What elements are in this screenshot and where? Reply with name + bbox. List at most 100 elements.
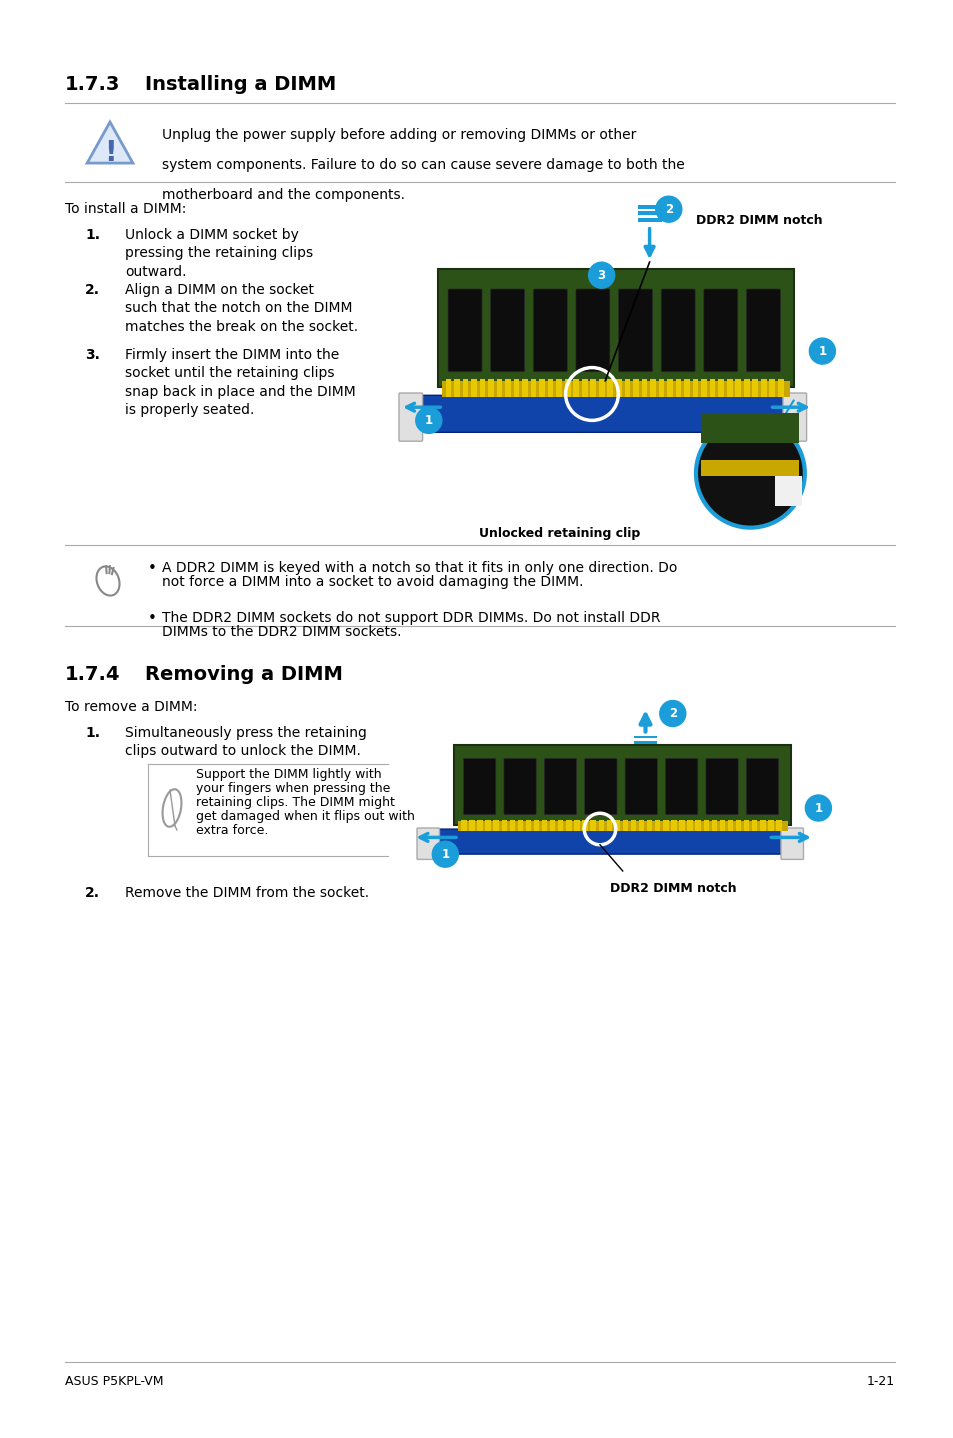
Bar <box>719 820 724 831</box>
Bar <box>530 380 536 397</box>
Text: DDR2 DIMM notch: DDR2 DIMM notch <box>609 881 736 894</box>
Bar <box>547 380 553 397</box>
Polygon shape <box>438 269 793 387</box>
Bar <box>462 380 468 397</box>
Bar <box>622 820 627 831</box>
Text: DDR2 DIMM notch: DDR2 DIMM notch <box>696 214 822 227</box>
FancyBboxPatch shape <box>416 828 439 860</box>
Bar <box>565 820 571 831</box>
Bar <box>633 380 639 397</box>
Text: 1: 1 <box>441 847 449 861</box>
Bar <box>479 380 485 397</box>
Bar <box>637 211 661 216</box>
FancyBboxPatch shape <box>624 758 657 815</box>
Text: 1.: 1. <box>85 229 100 242</box>
FancyBboxPatch shape <box>665 758 697 815</box>
Bar <box>497 380 502 397</box>
FancyBboxPatch shape <box>745 758 778 815</box>
Bar <box>743 820 748 831</box>
FancyBboxPatch shape <box>703 289 737 372</box>
Bar <box>598 380 604 397</box>
Text: To install a DIMM:: To install a DIMM: <box>65 201 186 216</box>
FancyBboxPatch shape <box>576 289 609 372</box>
Circle shape <box>696 418 804 528</box>
Text: motherboard and the components.: motherboard and the components. <box>162 188 405 201</box>
Bar <box>581 820 587 831</box>
Text: •: • <box>148 611 156 626</box>
Bar <box>517 820 522 831</box>
Bar <box>630 820 636 831</box>
Bar <box>445 380 451 397</box>
Bar <box>639 820 643 831</box>
Bar <box>777 380 782 397</box>
Bar <box>735 380 740 397</box>
Text: To remove a DIMM:: To remove a DIMM: <box>65 700 197 715</box>
Bar <box>760 820 764 831</box>
Bar <box>513 380 518 397</box>
Bar <box>538 380 544 397</box>
Text: DIMMs to the DDR2 DIMM sockets.: DIMMs to the DDR2 DIMM sockets. <box>162 626 401 638</box>
Text: 2.: 2. <box>85 886 100 900</box>
Text: A DDR2 DIMM is keyed with a notch so that it fits in only one direction. Do: A DDR2 DIMM is keyed with a notch so tha… <box>162 561 677 575</box>
Text: Remove the DIMM from the socket.: Remove the DIMM from the socket. <box>125 886 369 900</box>
Bar <box>687 820 692 831</box>
Circle shape <box>659 700 685 726</box>
Bar <box>752 380 758 397</box>
Bar <box>700 413 799 443</box>
Text: Simultaneously press the retaining
clips outward to unlock the DIMM.: Simultaneously press the retaining clips… <box>125 726 367 758</box>
Text: •: • <box>148 561 156 577</box>
Bar <box>550 820 555 831</box>
Polygon shape <box>454 745 790 825</box>
Bar <box>671 820 676 831</box>
Bar <box>726 380 732 397</box>
FancyBboxPatch shape <box>490 289 524 372</box>
Bar <box>558 820 563 831</box>
Bar <box>711 820 717 831</box>
Circle shape <box>808 338 835 364</box>
Bar <box>457 821 787 831</box>
Bar <box>598 820 603 831</box>
Bar <box>590 820 596 831</box>
FancyBboxPatch shape <box>584 758 617 815</box>
FancyBboxPatch shape <box>448 289 481 372</box>
Bar <box>556 380 561 397</box>
Bar <box>485 820 490 831</box>
Text: Unplug the power supply before adding or removing DIMMs or other: Unplug the power supply before adding or… <box>162 128 636 142</box>
Text: 1.7.3: 1.7.3 <box>65 75 120 93</box>
Bar <box>607 380 613 397</box>
Text: 1-21: 1-21 <box>866 1375 894 1388</box>
Text: Firmly insert the DIMM into the
socket until the retaining clips
snap back in pl: Firmly insert the DIMM into the socket u… <box>125 348 355 417</box>
Text: Align a DIMM on the socket
such that the notch on the DIMM
matches the break on : Align a DIMM on the socket such that the… <box>125 283 357 334</box>
FancyBboxPatch shape <box>782 393 805 441</box>
Text: extra force.: extra force. <box>195 824 268 837</box>
Bar <box>501 820 506 831</box>
Bar <box>634 741 657 743</box>
Bar <box>606 820 611 831</box>
Bar <box>469 820 474 831</box>
Bar <box>460 820 466 831</box>
Polygon shape <box>87 122 132 162</box>
FancyBboxPatch shape <box>533 289 567 372</box>
Text: 1.: 1. <box>85 726 100 741</box>
FancyBboxPatch shape <box>416 395 795 433</box>
Bar <box>695 820 700 831</box>
Bar <box>666 380 672 397</box>
Circle shape <box>588 262 614 288</box>
Bar <box>541 820 547 831</box>
Text: 1: 1 <box>424 414 433 427</box>
Bar <box>662 820 668 831</box>
Circle shape <box>804 795 830 821</box>
Text: not force a DIMM into a socket to avoid damaging the DIMM.: not force a DIMM into a socket to avoid … <box>162 575 583 590</box>
Bar <box>743 380 749 397</box>
Bar <box>637 217 661 221</box>
Bar <box>614 820 619 831</box>
Text: Installing a DIMM: Installing a DIMM <box>145 75 335 93</box>
Text: Unlocked retaining clip: Unlocked retaining clip <box>478 526 640 541</box>
FancyBboxPatch shape <box>781 828 802 860</box>
Bar <box>767 820 773 831</box>
Bar <box>525 820 531 831</box>
Text: !: ! <box>104 138 116 167</box>
FancyBboxPatch shape <box>660 289 695 372</box>
Bar <box>718 380 723 397</box>
Bar <box>488 380 494 397</box>
